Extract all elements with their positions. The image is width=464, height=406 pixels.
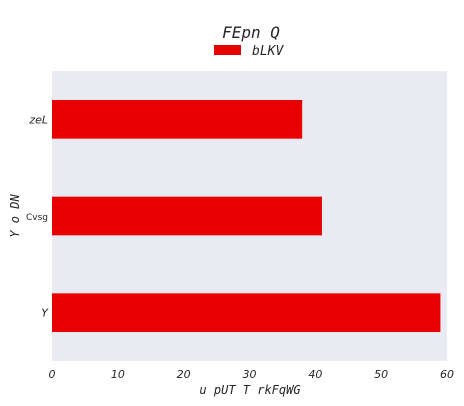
bar-y — [52, 293, 440, 332]
x-tick-labels: 0 10 20 30 40 50 60 — [49, 368, 455, 381]
x-tick-label-50: 50 — [374, 368, 388, 381]
x-tick-label-10: 10 — [111, 368, 125, 381]
x-tick-label-30: 30 — [243, 368, 257, 381]
y-tick-labels: zeL Cvsg Y — [26, 113, 49, 319]
y-tick-label-zel: zeL — [28, 113, 48, 126]
x-tick-label-20: 20 — [177, 368, 191, 381]
x-tick-label-0: 0 — [49, 368, 56, 381]
y-axis-label: Y o DN — [8, 194, 22, 238]
x-tick-label-60: 60 — [440, 368, 454, 381]
y-tick-label-cvsg: Cvsg — [26, 213, 48, 223]
chart-title: FEpn Q — [222, 23, 280, 42]
y-tick-label-y: Y — [41, 307, 49, 320]
x-tick-label-40: 40 — [308, 368, 322, 381]
bar-cvsg — [52, 197, 322, 236]
x-axis-label: u pUT T rkFqWG — [199, 383, 300, 397]
bar-zel — [52, 100, 302, 139]
legend: bLKV — [214, 44, 284, 59]
legend-swatch-blkv — [214, 45, 241, 55]
legend-label-blkv: bLKV — [252, 44, 284, 59]
